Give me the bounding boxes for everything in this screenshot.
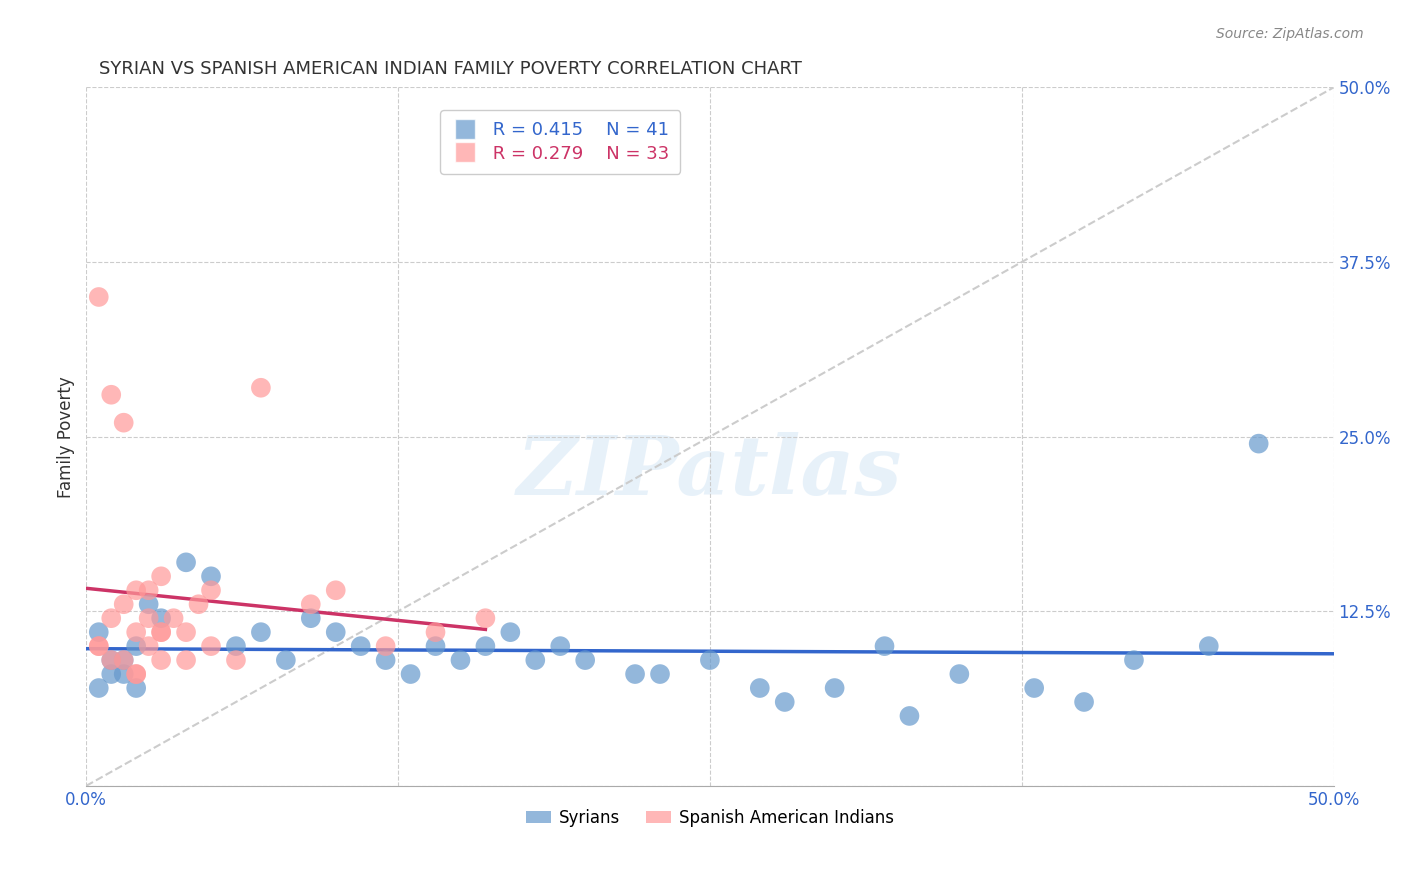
Text: Source: ZipAtlas.com: Source: ZipAtlas.com <box>1216 27 1364 41</box>
Syrians <box>100 653 122 667</box>
Syrians <box>624 667 647 681</box>
Spanish American Indians <box>299 597 322 611</box>
Spanish American Indians <box>100 388 122 402</box>
Syrians <box>425 639 447 653</box>
Spanish American Indians <box>125 625 148 640</box>
Syrians <box>399 667 422 681</box>
Syrians <box>1198 639 1220 653</box>
Syrians <box>449 653 471 667</box>
Syrians <box>112 653 135 667</box>
Spanish American Indians <box>100 611 122 625</box>
Syrians <box>873 639 896 653</box>
Spanish American Indians <box>200 639 222 653</box>
Spanish American Indians <box>174 653 197 667</box>
Spanish American Indians <box>87 639 110 653</box>
Syrians <box>898 709 921 723</box>
Spanish American Indians <box>374 639 396 653</box>
Spanish American Indians <box>112 653 135 667</box>
Syrians <box>773 695 796 709</box>
Syrians <box>325 625 347 640</box>
Syrians <box>1247 436 1270 450</box>
Syrians <box>824 681 846 695</box>
Spanish American Indians <box>138 611 160 625</box>
Spanish American Indians <box>138 639 160 653</box>
Syrians <box>1024 681 1046 695</box>
Syrians <box>1073 695 1095 709</box>
Syrians <box>548 639 571 653</box>
Syrians <box>699 653 721 667</box>
Syrians <box>250 625 273 640</box>
Syrians <box>274 653 297 667</box>
Spanish American Indians <box>425 625 447 640</box>
Text: SYRIAN VS SPANISH AMERICAN INDIAN FAMILY POVERTY CORRELATION CHART: SYRIAN VS SPANISH AMERICAN INDIAN FAMILY… <box>98 60 801 78</box>
Syrians <box>174 555 197 569</box>
Spanish American Indians <box>250 381 273 395</box>
Syrians <box>150 611 173 625</box>
Spanish American Indians <box>125 667 148 681</box>
Syrians <box>524 653 547 667</box>
Syrians <box>138 597 160 611</box>
Syrians <box>499 625 522 640</box>
Syrians <box>112 667 135 681</box>
Spanish American Indians <box>150 625 173 640</box>
Spanish American Indians <box>162 611 184 625</box>
Syrians <box>87 681 110 695</box>
Syrians <box>125 639 148 653</box>
Spanish American Indians <box>325 583 347 598</box>
Syrians <box>574 653 596 667</box>
Spanish American Indians <box>187 597 209 611</box>
Spanish American Indians <box>150 569 173 583</box>
Spanish American Indians <box>87 290 110 304</box>
Spanish American Indians <box>150 625 173 640</box>
Text: ZIPatlas: ZIPatlas <box>517 432 903 511</box>
Legend: Syrians, Spanish American Indians: Syrians, Spanish American Indians <box>519 802 900 833</box>
Syrians <box>200 569 222 583</box>
Syrians <box>125 681 148 695</box>
Y-axis label: Family Poverty: Family Poverty <box>58 376 75 498</box>
Spanish American Indians <box>100 653 122 667</box>
Spanish American Indians <box>125 667 148 681</box>
Syrians <box>350 639 373 653</box>
Syrians <box>648 667 671 681</box>
Syrians <box>299 611 322 625</box>
Syrians <box>1123 653 1146 667</box>
Spanish American Indians <box>138 583 160 598</box>
Syrians <box>87 625 110 640</box>
Spanish American Indians <box>225 653 247 667</box>
Syrians <box>225 639 247 653</box>
Spanish American Indians <box>200 583 222 598</box>
Spanish American Indians <box>112 597 135 611</box>
Syrians <box>474 639 496 653</box>
Syrians <box>374 653 396 667</box>
Syrians <box>100 667 122 681</box>
Spanish American Indians <box>112 416 135 430</box>
Spanish American Indians <box>150 653 173 667</box>
Syrians <box>948 667 970 681</box>
Syrians <box>748 681 770 695</box>
Spanish American Indians <box>474 611 496 625</box>
Spanish American Indians <box>125 583 148 598</box>
Spanish American Indians <box>87 639 110 653</box>
Spanish American Indians <box>174 625 197 640</box>
